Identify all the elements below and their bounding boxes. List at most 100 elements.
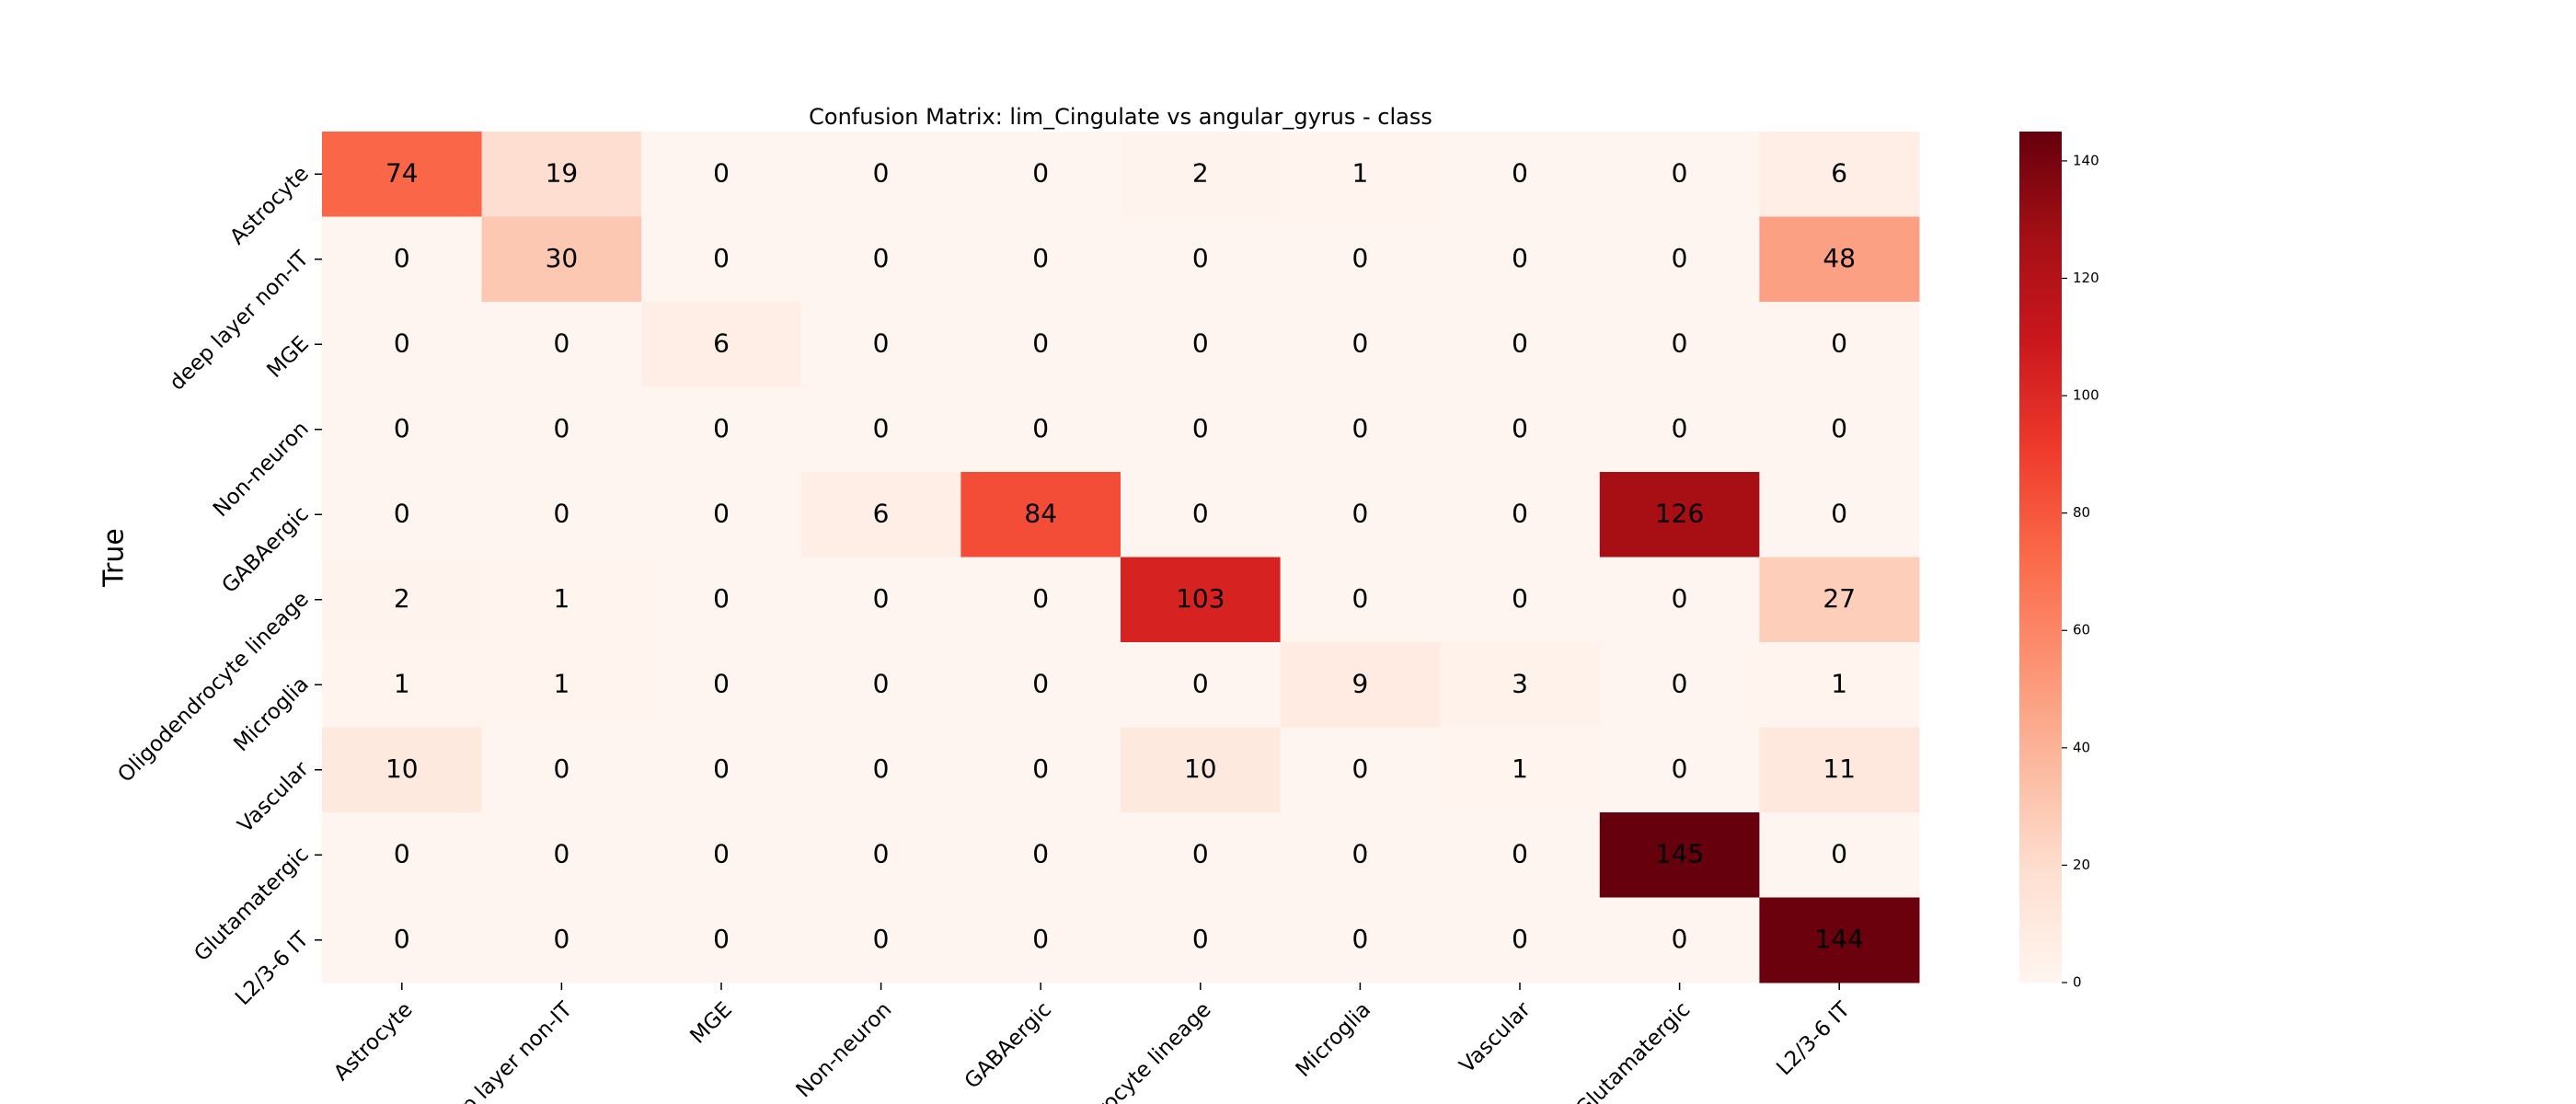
heatmap-cell: [322, 897, 483, 983]
cell-annotation: 2: [1192, 157, 1209, 188]
cell-annotation: 0: [1192, 498, 1209, 528]
x-tick-label: Astrocyte: [329, 997, 418, 1086]
heatmap-cell: [481, 727, 642, 813]
heatmap-cell: [800, 216, 961, 303]
heatmap-cell: [1759, 302, 1920, 387]
colorbar-tick-label: 100: [2073, 387, 2099, 404]
heatmap-cell: [1440, 472, 1601, 558]
heatmap-cell: [481, 132, 642, 217]
heatmap-cell: [1599, 642, 1760, 728]
cell-annotation: 0: [1672, 753, 1688, 784]
cell-annotation: 0: [1351, 498, 1368, 528]
heatmap-cell: [960, 302, 1121, 387]
heatmap-cell: [322, 472, 483, 558]
cell-annotation: 0: [1512, 838, 1528, 868]
heatmap-cell: [322, 216, 483, 303]
heatmap-cell: [481, 557, 642, 643]
x-tick-label: deep layer non-IT: [429, 997, 578, 1104]
heatmap-cell: [641, 386, 802, 473]
x-tick-label: MGE: [686, 997, 737, 1048]
cell-annotation: 1: [553, 668, 569, 698]
heatmap-cell: [1759, 386, 1920, 473]
heatmap-cell: [1599, 557, 1760, 643]
cell-annotation: 0: [1351, 753, 1368, 784]
cell-annotation: 126: [1655, 498, 1704, 528]
heatmap-cell: [322, 386, 483, 473]
chart-title: Confusion Matrix: lim_Cingulate vs angul…: [809, 104, 1432, 130]
heatmap-cell: [1759, 216, 1920, 303]
cell-annotation: 0: [1192, 838, 1209, 868]
cell-annotation: 0: [1032, 157, 1049, 188]
heatmap-cell: [1759, 472, 1920, 558]
heatmap-cell: [1599, 302, 1760, 387]
cell-annotation: 0: [1831, 413, 1847, 443]
cell-annotation: 0: [1831, 838, 1847, 868]
cell-annotation: 0: [713, 838, 730, 868]
cell-annotation: 0: [873, 838, 890, 868]
heatmap-cell: [1440, 897, 1601, 983]
heatmap-cell: [1440, 812, 1601, 898]
heatmap-cell: [800, 302, 961, 387]
cell-annotation: 1: [394, 668, 410, 698]
cell-annotation: 0: [394, 838, 410, 868]
cell-annotation: 0: [873, 413, 890, 443]
cell-annotation: 0: [873, 668, 890, 698]
heatmap-cell: [322, 132, 483, 217]
cell-annotation: 0: [1351, 924, 1368, 954]
cell-annotation: 0: [713, 157, 730, 188]
heatmap-cell: [960, 727, 1121, 813]
x-tick-label: Vascular: [1455, 997, 1535, 1077]
cell-annotation: 1: [1831, 668, 1847, 698]
heatmap-cell: [1759, 727, 1920, 813]
cell-annotation: 0: [1351, 413, 1368, 443]
cell-annotation: 0: [553, 413, 569, 443]
cell-annotation: 0: [873, 328, 890, 358]
heatmap-cell: [1440, 557, 1601, 643]
cell-annotation: 0: [713, 668, 730, 698]
cell-annotation: 0: [1351, 838, 1368, 868]
heatmap-cell: [960, 642, 1121, 728]
x-tick-label: Glutamatergic: [1571, 997, 1696, 1104]
heatmap-cell: [1440, 302, 1601, 387]
heatmap-cell: [800, 132, 961, 217]
cell-annotation: 0: [1192, 328, 1209, 358]
heatmap-cell: [1121, 302, 1282, 387]
cell-annotation: 9: [1351, 668, 1368, 698]
cell-annotation: 0: [1672, 413, 1688, 443]
heatmap-cell: [322, 302, 483, 387]
cell-annotation: 0: [1351, 243, 1368, 273]
heatmap-cell: [960, 557, 1121, 643]
heatmap-cell: [1440, 727, 1601, 813]
cell-annotation: 0: [873, 243, 890, 273]
y-tick-label: Microglia: [229, 673, 313, 756]
heatmap-cell: [1599, 727, 1760, 813]
cell-annotation: 6: [713, 328, 730, 358]
cell-annotation: 0: [1032, 924, 1049, 954]
cell-annotation: 0: [394, 413, 410, 443]
cell-annotation: 74: [385, 157, 419, 188]
heatmap-cell: [800, 557, 961, 643]
heatmap-cell: [1280, 216, 1441, 303]
heatmap-cell: [960, 472, 1121, 558]
cell-annotation: 0: [1192, 924, 1209, 954]
colorbar-tick-label: 40: [2073, 739, 2090, 755]
cell-annotation: 0: [873, 583, 890, 614]
heatmap-cell: [1121, 727, 1282, 813]
heatmap-cell: [322, 557, 483, 643]
heatmap-cell: [481, 642, 642, 728]
cell-annotation: 0: [1032, 243, 1049, 273]
cell-annotation: 10: [385, 753, 419, 784]
cell-annotation: 0: [1831, 328, 1847, 358]
heatmap-cell: [322, 812, 483, 898]
heatmap-cell: [641, 472, 802, 558]
heatmap-cell: [1759, 557, 1920, 643]
cell-annotation: 84: [1024, 498, 1057, 528]
y-tick-label: deep layer non-IT: [165, 247, 314, 396]
heatmap-cell: [1121, 386, 1282, 473]
cell-annotation: 0: [1672, 157, 1688, 188]
colorbar: [2019, 132, 2062, 983]
x-tick-label: Non-neuron: [792, 997, 897, 1102]
cell-annotation: 6: [1831, 157, 1847, 188]
cell-annotation: 1: [1512, 753, 1528, 784]
cell-annotation: 103: [1176, 583, 1225, 614]
